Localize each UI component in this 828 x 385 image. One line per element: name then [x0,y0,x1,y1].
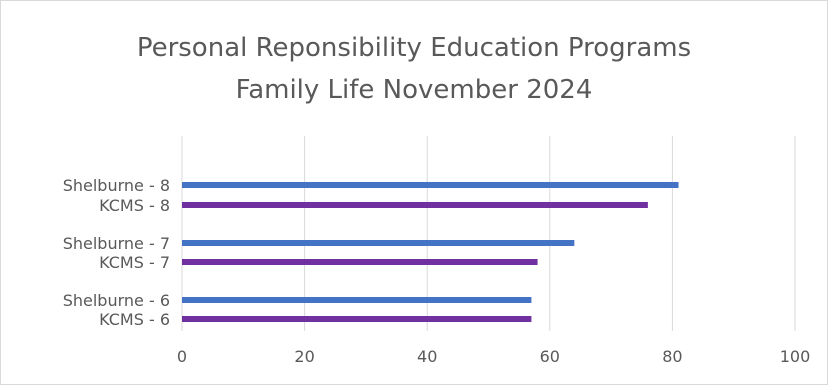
bar-kcms-8 [182,202,648,208]
y-category-label: Shelburne - 7 [63,234,170,253]
y-category-label: KCMS - 6 [99,310,170,329]
y-category-label: Shelburne - 8 [63,176,170,195]
bar-kcms-7 [182,259,538,265]
y-category-label: KCMS - 7 [99,253,170,272]
x-tick-label: 60 [540,347,560,366]
chart-title-line-2: Family Life November 2024 [235,75,593,105]
x-tick-label: 0 [177,347,187,366]
y-category-label: KCMS - 8 [99,196,170,215]
x-tick-label: 80 [662,347,682,366]
bar-shelburne-6 [182,297,532,303]
bar-shelburne-8 [182,182,679,188]
x-tick-label: 40 [417,347,437,366]
chart-title-line-1: Personal Reponsibility Education Program… [136,33,692,63]
bar-kcms-6 [182,316,532,322]
x-tick-label: 20 [294,347,314,366]
x-tick-label: 100 [780,347,811,366]
bar-shelburne-7 [182,240,575,246]
y-category-label: Shelburne - 6 [63,291,170,310]
